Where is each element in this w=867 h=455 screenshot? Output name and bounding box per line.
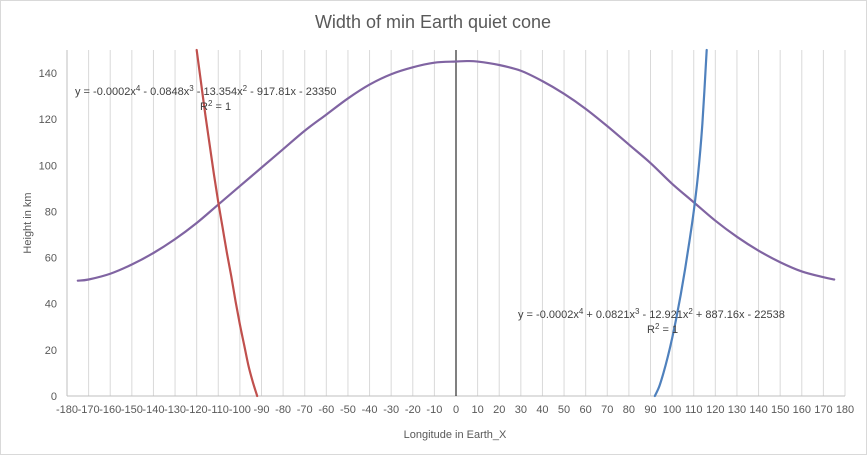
x-tick-label: -100 xyxy=(229,404,251,416)
x-tick-label: -110 xyxy=(208,404,229,416)
x-tick-label: 110 xyxy=(685,404,703,416)
x-tick-label: 70 xyxy=(601,404,613,416)
x-tick-label: 50 xyxy=(558,404,570,416)
x-tick-label: 160 xyxy=(793,404,811,416)
y-tick-label: 20 xyxy=(45,345,57,357)
x-tick-label: -180 xyxy=(56,404,78,416)
trendline-r2-0: R2 = 1 xyxy=(200,99,231,114)
y-tick-label: 0 xyxy=(51,391,57,403)
x-tick-label: 40 xyxy=(536,404,548,416)
x-tick-label: -150 xyxy=(121,404,143,416)
trendline-annotations: y = -0.0002x4 - 0.0848x3 - 13.354x2 - 91… xyxy=(75,84,785,337)
x-tick-label: -30 xyxy=(383,404,399,416)
trendline-r2-1: R2 = 1 xyxy=(647,322,678,337)
y-tick-label: 120 xyxy=(39,114,57,126)
x-tick-label: 170 xyxy=(814,404,832,416)
x-tick-label: 10 xyxy=(471,404,483,416)
x-tick-label: -120 xyxy=(186,404,208,416)
x-tick-label: -50 xyxy=(340,404,356,416)
x-tick-label: 100 xyxy=(663,404,681,416)
trendline-equation-1: y = -0.0002x4 + 0.0821x3 - 12.921x2 + 88… xyxy=(518,307,785,322)
y-tick-label: 100 xyxy=(39,160,57,172)
y-tick-label: 140 xyxy=(39,68,57,80)
series-layer xyxy=(76,48,836,398)
x-tick-label: -70 xyxy=(297,404,313,416)
x-axis-label: Longitude in Earth_X xyxy=(404,429,507,441)
x-tick-label: -40 xyxy=(362,404,378,416)
x-tick-label: -20 xyxy=(405,404,421,416)
x-tick-label: 20 xyxy=(493,404,505,416)
x-tick-label: 140 xyxy=(749,404,767,416)
x-tick-label: -170 xyxy=(78,404,100,416)
y-axis-label: Height in km xyxy=(22,192,34,253)
x-tick-label: 0 xyxy=(453,404,459,416)
x-tick-label: -10 xyxy=(426,404,442,416)
series-line-0 xyxy=(76,59,836,282)
y-tick-label: 60 xyxy=(45,253,57,265)
x-tick-label: -160 xyxy=(99,404,121,416)
x-tick-label: -140 xyxy=(142,404,164,416)
x-tick-label: -60 xyxy=(318,404,334,416)
x-tick-label: 30 xyxy=(515,404,527,416)
x-tick-label: 130 xyxy=(728,404,746,416)
axes xyxy=(66,50,845,397)
trendline-equation-0: y = -0.0002x4 - 0.0848x3 - 13.354x2 - 91… xyxy=(75,84,336,99)
x-tick-label: 80 xyxy=(623,404,635,416)
y-tick-label: 40 xyxy=(45,299,57,311)
series-line-1 xyxy=(195,48,259,398)
tick-labels: -180 -170 -160 -150 -140 -130 -120 -110 -100 -90-… xyxy=(39,68,855,416)
chart-title: Width of min Earth quiet cone xyxy=(315,12,551,32)
x-tick-label: 90 xyxy=(644,404,656,416)
x-tick-label: 120 xyxy=(706,404,724,416)
x-tick-label: -130 xyxy=(164,404,186,416)
y-tick-label: 80 xyxy=(45,206,57,218)
x-tick-label: 180 xyxy=(836,404,854,416)
x-tick-label: -90 xyxy=(254,404,270,416)
x-tick-label: 150 xyxy=(771,404,789,416)
x-tick-label: -80 xyxy=(275,404,291,416)
series-line-2 xyxy=(653,48,708,398)
x-tick-label: 60 xyxy=(580,404,592,416)
